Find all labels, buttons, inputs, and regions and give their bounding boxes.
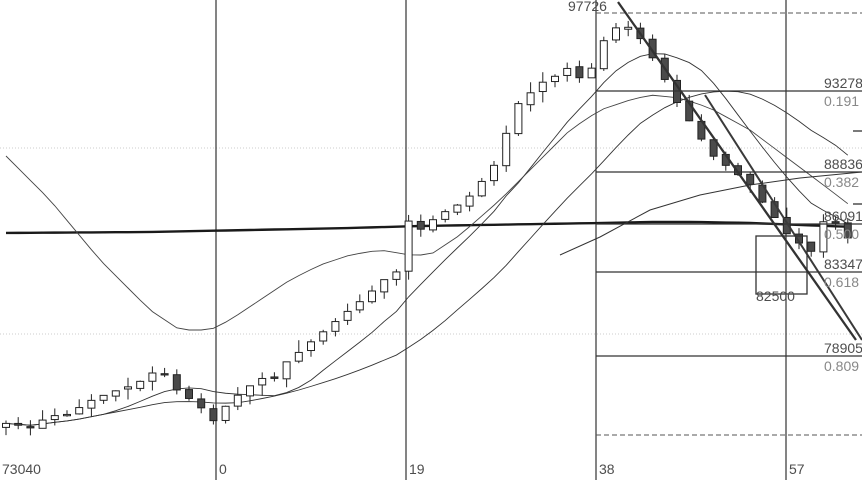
svg-text:78905: 78905	[824, 340, 862, 356]
svg-text:0.500: 0.500	[824, 226, 859, 242]
svg-text:73040: 73040	[2, 461, 41, 477]
svg-text:0.809: 0.809	[824, 358, 859, 374]
svg-text:38: 38	[599, 461, 615, 477]
svg-text:93278: 93278	[824, 75, 862, 91]
svg-text:0.618: 0.618	[824, 274, 859, 290]
svg-text:0.191: 0.191	[824, 93, 859, 109]
svg-text:0.382: 0.382	[824, 174, 859, 190]
svg-text:97726: 97726	[568, 0, 607, 14]
svg-text:88836: 88836	[824, 156, 862, 172]
svg-text:19: 19	[409, 461, 425, 477]
svg-text:83347: 83347	[824, 256, 862, 272]
svg-text:57: 57	[789, 461, 805, 477]
svg-text:86091: 86091	[824, 208, 862, 224]
svg-text:82500: 82500	[756, 288, 795, 304]
svg-text:0: 0	[219, 461, 227, 477]
